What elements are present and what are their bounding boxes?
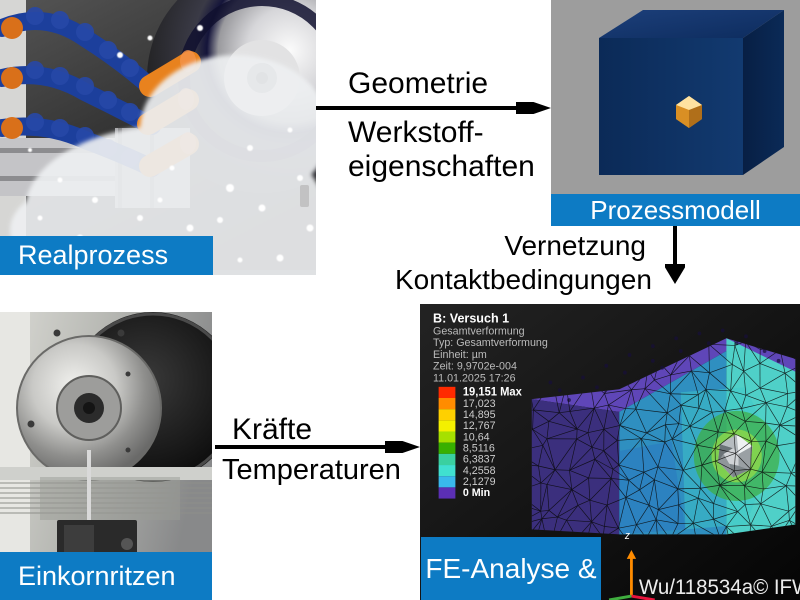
- svg-text:11.01.2025 17:26: 11.01.2025 17:26: [433, 372, 516, 384]
- svg-text:Einheit: µm: Einheit: µm: [433, 349, 487, 361]
- svg-text:Wu/118534a© IFW: Wu/118534a© IFW: [639, 576, 800, 600]
- svg-text:Typ: Gesamtverformung: Typ: Gesamtverformung: [433, 337, 548, 349]
- svg-text:0 Min: 0 Min: [463, 487, 491, 499]
- svg-text:Zeit: 9,9702e-004: Zeit: 9,9702e-004: [433, 360, 517, 372]
- svg-text:z: z: [624, 530, 631, 542]
- svg-text:B: Versuch 1: B: Versuch 1: [433, 310, 509, 325]
- svg-text:Gesamtverformung: Gesamtverformung: [433, 325, 525, 337]
